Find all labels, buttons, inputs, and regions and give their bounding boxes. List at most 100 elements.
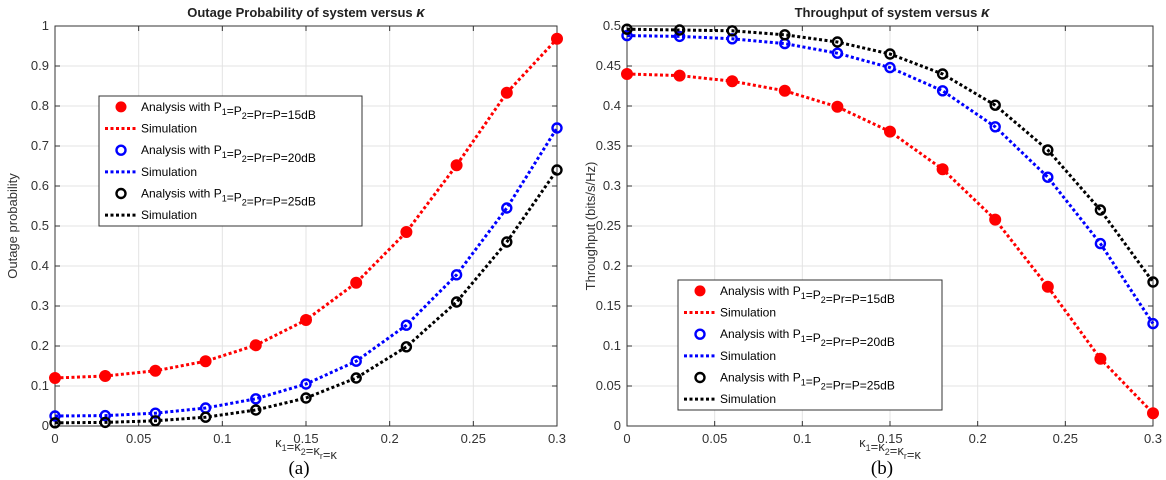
legend-label: Simulation [141, 208, 197, 222]
data-point [49, 417, 61, 429]
series-simulation [626, 72, 1155, 415]
x-tick-label: 0.3 [1144, 431, 1162, 446]
x-tick-label: 0.05 [702, 431, 727, 446]
x-tick-label: 0 [51, 431, 58, 446]
x-tick-label: 0.1 [213, 431, 231, 446]
legend-label: Simulation [720, 392, 776, 406]
legend: Analysis with P1=P2=Pr=P=15dBSimulationA… [677, 279, 943, 411]
x-tick-label: 0.2 [969, 431, 987, 446]
x-tick-label: 0.25 [461, 431, 486, 446]
x-axis-label: κ1=κ2=κr=κ [275, 435, 337, 462]
chart-panel-b: 0 0.05 0.1 0.15 0.2 0.25 0.3 0 0.05 0.1 0.15 0.2 0.2… [583, 4, 1162, 479]
x-tick-label: 0.25 [1053, 431, 1078, 446]
data-point [199, 355, 212, 368]
series-simulation [626, 34, 1155, 325]
series-line [54, 127, 559, 418]
series-line [54, 169, 559, 425]
x-tick-label: 0.1 [793, 431, 811, 446]
series-simulation [626, 27, 1155, 283]
y-tick-label: 0.3 [31, 298, 49, 313]
data-point [450, 296, 463, 308]
legend-label: Analysis with P1=P2=Pr=P=25dB [141, 187, 316, 209]
series-line [54, 37, 559, 380]
x-tick-label: 0.15 [293, 431, 318, 446]
legend-marker-swatch [115, 144, 127, 156]
data-point [400, 226, 413, 238]
data-point [501, 236, 513, 248]
legend-box [98, 95, 363, 227]
data-point [989, 99, 1001, 111]
legend-label: Simulation [720, 349, 776, 363]
legend-marker-swatch [115, 101, 127, 113]
legend-label: Analysis with P1=P2=Pr=P=20dB [141, 143, 316, 165]
legend-marker-swatch [694, 328, 706, 340]
series-line [626, 72, 1155, 415]
data-point [621, 29, 633, 42]
chart-title: Throughput of system versus κ [795, 4, 991, 21]
figure-caption: (a) [288, 458, 309, 479]
y-tick-label: 0.8 [31, 98, 49, 113]
data-point [450, 269, 463, 281]
data-point [778, 84, 791, 97]
data-point [551, 122, 563, 134]
y-tick-label: 0.15 [596, 298, 621, 313]
y-tick-label: 0.2 [603, 258, 621, 273]
y-tick-label: 0.25 [596, 218, 621, 233]
data-point [551, 164, 563, 176]
data-point [450, 159, 463, 172]
x-axis-label: κ1=κ2=κr=κ [859, 435, 921, 462]
data-point [350, 276, 363, 289]
y-tick-label: 0.4 [31, 258, 49, 273]
chart-panel-a: 0 0.05 0.1 0.15 0.2 0.25 0.3 0 0.1 0.2 0.3 0.4 0.5 0.… [5, 4, 566, 479]
y-tick-label: 0.1 [603, 338, 621, 353]
legend-label: Analysis with P1=P2=Pr=P=25dB [720, 371, 895, 393]
y-tick-label: 0.5 [31, 218, 49, 233]
data-point [1094, 237, 1107, 250]
y-tick-label: 0.7 [31, 138, 49, 153]
x-tick-label: 0 [623, 431, 630, 446]
x-tick-label: 0.15 [877, 431, 902, 446]
data-point [1042, 144, 1054, 156]
legend-label: Simulation [141, 122, 197, 136]
legend-label: Analysis with P1=P2=Pr=P=15dB [141, 100, 316, 122]
data-point [1042, 171, 1054, 183]
legend-marker-swatch [694, 285, 706, 297]
x-tick-label: 0.05 [126, 431, 151, 446]
y-tick-label: 0.5 [603, 18, 621, 33]
series-line [626, 34, 1155, 325]
series-simulation [54, 37, 559, 380]
y-tick-label: 0.45 [596, 58, 621, 73]
y-tick-label: 0.1 [31, 378, 49, 393]
data-point [350, 372, 362, 384]
data-point [1147, 276, 1159, 288]
data-point [500, 86, 513, 99]
data-point [673, 69, 686, 82]
y-tick-label: 0.9 [31, 58, 49, 73]
chart-title: Outage Probability of system versus κ [187, 4, 426, 21]
y-tick-label: 1 [42, 18, 49, 33]
data-point [989, 121, 1001, 133]
y-axis-label: Outage probability [5, 173, 20, 279]
x-tick-label: 0.2 [381, 431, 399, 446]
series-simulation [54, 169, 559, 425]
series-simulation [54, 127, 559, 418]
y-tick-label: 0.4 [603, 98, 621, 113]
legend-label: Analysis with P1=P2=Pr=P=20dB [720, 327, 895, 349]
data-point [49, 410, 61, 422]
data-point [350, 355, 362, 367]
data-point [1147, 407, 1159, 420]
legend-label: Analysis with P1=P2=Pr=P=15dB [720, 284, 895, 306]
data-point [936, 85, 949, 97]
y-tick-label: 0.6 [31, 178, 49, 193]
data-point [621, 23, 633, 35]
legend: Analysis with P1=P2=Pr=P=15dBSimulationA… [98, 95, 363, 227]
data-point [1147, 317, 1159, 330]
y-tick-label: 0.35 [596, 138, 621, 153]
data-point [1094, 204, 1107, 216]
legend-label: Simulation [141, 165, 197, 179]
data-point [884, 61, 896, 74]
y-tick-label: 0.3 [603, 178, 621, 193]
y-tick-label: 0.05 [596, 378, 621, 393]
legend-label: Simulation [720, 306, 776, 320]
